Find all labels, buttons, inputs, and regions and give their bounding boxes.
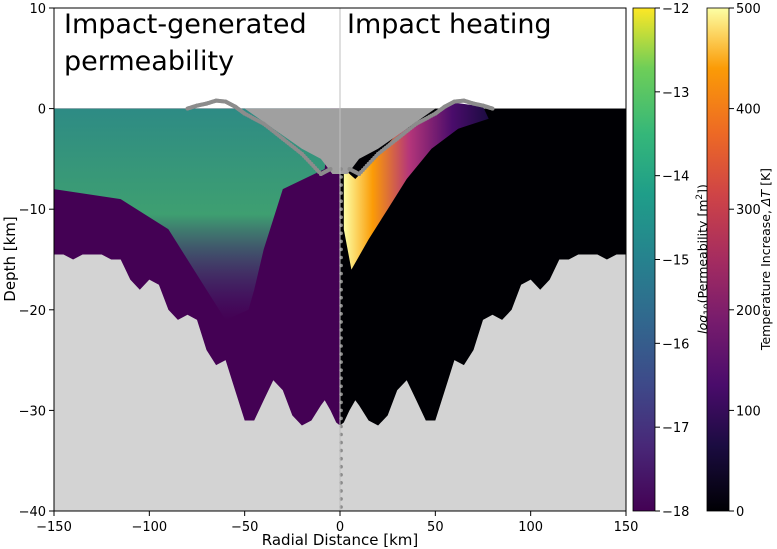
x-tick-label: 0 — [336, 520, 344, 535]
perm-tick-label: −18 — [662, 505, 689, 520]
perm-tick-label: −14 — [662, 170, 689, 185]
left-panel-label-line1: Impact-generated — [64, 9, 307, 40]
permeability-colorbar-gradient — [632, 7, 656, 512]
temperature-colorbar-ticks: 500 400 300 200 100 0 — [729, 2, 761, 520]
perm-tick-label: −16 — [662, 337, 689, 352]
temp-tick-label: 200 — [736, 304, 761, 319]
perm-tick-label: −15 — [662, 254, 689, 269]
temperature-colorbar-gradient — [706, 7, 730, 512]
permeability-colorbar: −12−13−14−15−16−17−18 log10(Permeability… — [632, 2, 713, 520]
x-tick-label: −100 — [131, 520, 167, 535]
perm-tick-label: −12 — [662, 2, 689, 17]
perm-tick-label: −13 — [662, 86, 689, 101]
perm-tick-label: −17 — [662, 421, 689, 436]
x-tick-label: 50 — [427, 520, 444, 535]
y-tick-label: −10 — [19, 203, 46, 218]
x-tick-label: −50 — [231, 520, 258, 535]
temp-tick-label: 300 — [736, 203, 761, 218]
y-tick-label: 0 — [38, 103, 46, 118]
left-panel-label-line2: permeability — [64, 46, 234, 77]
temp-tick-label: 400 — [736, 103, 761, 118]
permeability-colorbar-ticks: −12 −13 −14 −15 −16 −17 −18 — [655, 2, 689, 520]
plot-area: Impact-generated permeability Impact hea… — [53, 7, 627, 512]
temperature-hot-zone — [343, 102, 489, 270]
y-tick-label: −40 — [19, 505, 46, 520]
right-panel-label: Impact heating — [347, 9, 552, 40]
y-axis-ticks: 10 0 −10 −20 −30 −40 — [19, 2, 54, 520]
temp-tick-label: 0 — [736, 505, 744, 520]
temperature-colorbar: 500 400 300 200 100 0 Temperature Increase, Δ… — [706, 2, 773, 520]
temp-tick-label: 500 — [736, 2, 761, 17]
x-tick-label: 150 — [614, 520, 639, 535]
permeability-high-zone — [54, 108, 331, 320]
tracer-point — [185, 106, 190, 111]
x-axis-label: Radial Distance [km] — [262, 531, 418, 549]
x-axis-ticks: −150 −100 −50 0 50 100 150 — [36, 511, 638, 535]
tracer-point — [490, 106, 495, 111]
x-tick-label: 100 — [518, 520, 543, 535]
y-tick-label: 10 — [29, 2, 46, 17]
temperature-colorbar-label: Temperature Increase, ΔT [K] — [758, 168, 773, 351]
y-axis-label: Depth [km] — [1, 216, 19, 301]
y-tick-label: −20 — [19, 304, 46, 319]
x-tick-label: −150 — [36, 520, 72, 535]
y-tick-label: −30 — [19, 404, 46, 419]
temp-tick-label: 100 — [736, 404, 761, 419]
temperature-field — [340, 108, 626, 426]
